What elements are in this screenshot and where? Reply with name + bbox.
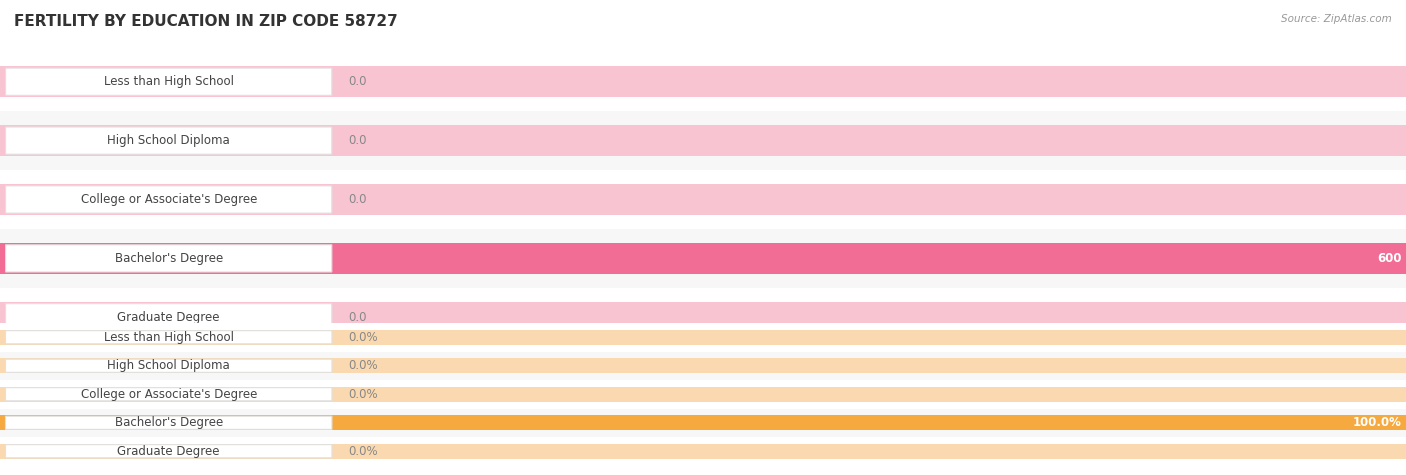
Text: 0.0: 0.0 [349,75,367,88]
Bar [0,415,1406,430]
Text: High School Diploma: High School Diploma [107,359,231,372]
Bar [0,229,1406,288]
FancyBboxPatch shape [6,68,332,95]
Bar [0,111,1406,170]
FancyBboxPatch shape [6,416,332,429]
Bar [0,408,1406,437]
Bar [0,66,1406,97]
Text: Graduate Degree: Graduate Degree [118,445,219,458]
Bar [0,288,1406,347]
Bar [0,387,1406,402]
Bar [0,437,1406,466]
Text: 0.0%: 0.0% [349,445,378,458]
Text: 600: 600 [1378,252,1402,265]
Bar [0,52,1406,111]
Text: Graduate Degree: Graduate Degree [118,311,219,324]
Text: Less than High School: Less than High School [104,331,233,344]
Bar [0,358,1406,373]
FancyBboxPatch shape [6,127,332,154]
FancyBboxPatch shape [6,245,332,272]
FancyBboxPatch shape [6,186,332,213]
Text: FERTILITY BY EDUCATION IN ZIP CODE 58727: FERTILITY BY EDUCATION IN ZIP CODE 58727 [14,14,398,29]
Bar [0,380,1406,408]
Bar [0,170,1406,229]
Bar [0,184,1406,215]
Bar [0,323,1406,352]
Bar [0,444,1406,459]
Bar [0,352,1406,380]
Text: High School Diploma: High School Diploma [107,134,231,147]
Bar [0,125,1406,156]
Text: Bachelor's Degree: Bachelor's Degree [115,416,222,429]
Text: College or Associate's Degree: College or Associate's Degree [80,193,257,206]
Bar [0,415,1406,430]
Text: 0.0%: 0.0% [349,388,378,401]
FancyBboxPatch shape [6,359,332,372]
Text: 0.0%: 0.0% [349,331,378,344]
Bar [0,243,1406,274]
Text: 0.0%: 0.0% [349,359,378,372]
Text: Less than High School: Less than High School [104,75,233,88]
Text: Bachelor's Degree: Bachelor's Degree [115,252,222,265]
Bar [0,330,1406,345]
FancyBboxPatch shape [6,445,332,458]
Text: 0.0: 0.0 [349,311,367,324]
Text: College or Associate's Degree: College or Associate's Degree [80,388,257,401]
FancyBboxPatch shape [6,304,332,331]
Text: 0.0: 0.0 [349,134,367,147]
Text: 100.0%: 100.0% [1353,416,1402,429]
Bar [0,302,1406,332]
Text: 0.0: 0.0 [349,193,367,206]
FancyBboxPatch shape [6,331,332,344]
FancyBboxPatch shape [6,388,332,401]
Text: Source: ZipAtlas.com: Source: ZipAtlas.com [1281,14,1392,24]
Bar [0,243,1406,274]
